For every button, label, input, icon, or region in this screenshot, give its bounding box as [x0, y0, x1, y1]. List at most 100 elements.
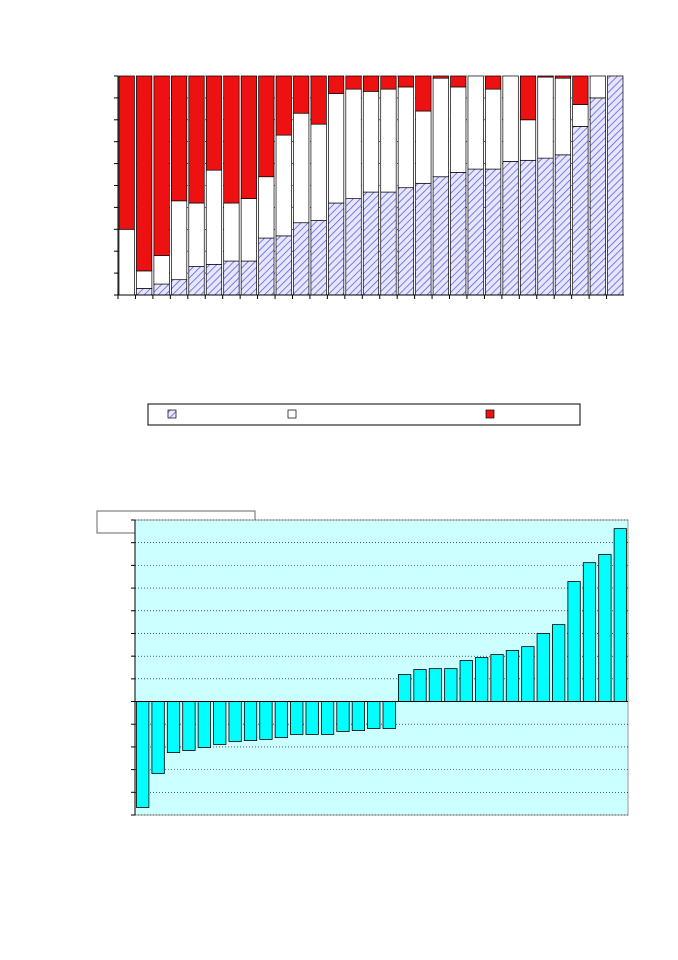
bar: [398, 674, 412, 702]
legend-swatch: [485, 409, 495, 419]
bar: [536, 633, 550, 702]
bar: [336, 701, 350, 732]
bar-segment: [572, 126, 589, 296]
bar-segment: [485, 168, 502, 296]
bar-segment: [537, 157, 554, 296]
bar-segment: [345, 198, 362, 296]
bar-segment: [397, 75, 414, 88]
bar-segment: [537, 75, 554, 78]
bar: [166, 701, 181, 753]
bar: [136, 701, 150, 808]
bar-segment: [432, 75, 449, 79]
bar-segment: [572, 75, 589, 105]
bar-segment: [153, 75, 170, 256]
bar-segment: [450, 172, 467, 296]
bar-segment: [450, 75, 467, 88]
bar-segment: [153, 283, 170, 296]
bar-segment: [380, 88, 397, 193]
bar-segment: [293, 112, 310, 224]
bar: [413, 669, 427, 702]
bar-segment: [502, 161, 519, 296]
bar-segment: [275, 134, 292, 237]
bar-segment: [589, 75, 606, 99]
bar: [521, 646, 535, 702]
bar-segment: [467, 168, 484, 296]
bar-segment: [572, 104, 589, 127]
bar: [182, 701, 196, 751]
bar: [505, 650, 520, 702]
bar: [367, 701, 381, 729]
bar-segment: [136, 270, 153, 289]
bar-segment: [519, 119, 537, 161]
bar-segment: [345, 88, 362, 199]
bar-segment: [275, 235, 292, 296]
bar-segment: [223, 260, 240, 296]
bar-segment: [397, 86, 414, 189]
bar-segment: [293, 222, 310, 296]
bar-segment: [258, 75, 275, 178]
bar-segment: [205, 75, 223, 171]
bar: [151, 701, 165, 774]
bar: [567, 581, 581, 702]
bar-segment: [240, 260, 257, 296]
bar-segment: [537, 76, 554, 159]
bar: [444, 668, 458, 702]
bar-segment: [519, 75, 537, 121]
bar: [243, 701, 258, 741]
bar-segment: [362, 191, 380, 296]
bar-segment: [223, 75, 240, 204]
bar-segment: [170, 279, 188, 296]
bar-segment: [258, 176, 275, 239]
bar: [582, 562, 597, 702]
bar: [228, 701, 242, 742]
bar-segment: [502, 75, 519, 162]
bar-segment: [310, 123, 327, 221]
bar: [552, 624, 566, 702]
bar-segment: [554, 154, 572, 296]
bar-segment: [415, 110, 432, 184]
bar: [490, 654, 504, 702]
bar-segment: [450, 86, 467, 173]
bar-segment: [310, 75, 327, 125]
bar: [274, 701, 288, 739]
bar-segment: [310, 220, 327, 296]
bar-segment: [170, 75, 188, 202]
bar-segment: [153, 255, 170, 285]
bar-segment: [136, 288, 153, 296]
bar-segment: [240, 75, 257, 199]
bar: [305, 701, 319, 735]
bar: [320, 701, 335, 735]
bar-segment: [397, 187, 414, 296]
bar-segment: [362, 90, 380, 193]
bar-segment: [275, 75, 292, 136]
bar-segment: [136, 75, 153, 272]
bar-segment: [188, 266, 205, 296]
bar: [290, 701, 304, 735]
bar-segment: [118, 75, 135, 230]
bar-segment: [415, 182, 432, 296]
bar: [382, 701, 396, 729]
bar-segment: [380, 191, 397, 296]
bar: [213, 701, 227, 745]
bar-segment: [240, 198, 257, 262]
bar-segment: [554, 77, 572, 156]
bar-segment: [607, 75, 624, 296]
bar-segment: [519, 159, 537, 296]
bar-segment: [328, 93, 345, 204]
bar: [459, 660, 473, 702]
bar-segment: [188, 202, 205, 267]
bar-segment: [362, 75, 380, 92]
bar-segment: [485, 75, 502, 90]
bar-segment: [380, 75, 397, 90]
legend-swatch: [287, 409, 297, 419]
bar-segment: [170, 200, 188, 281]
bar: [598, 554, 612, 702]
bar-segment: [589, 97, 606, 296]
bar: [428, 668, 443, 702]
legend: [147, 403, 581, 426]
bar-segment: [328, 202, 345, 296]
bar-segment: [328, 75, 345, 94]
bar-segment: [554, 75, 572, 79]
bar-segment: [188, 75, 205, 204]
